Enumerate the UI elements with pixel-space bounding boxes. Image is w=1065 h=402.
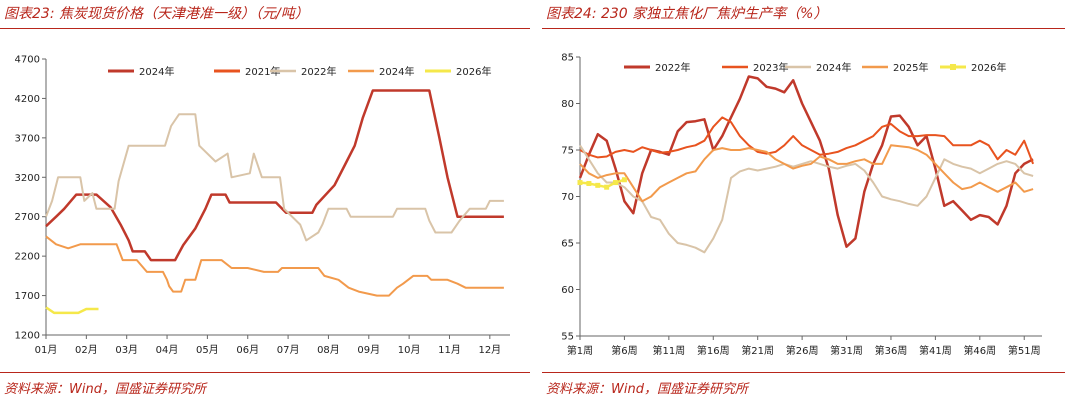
source-note: 资料来源：Wind，国盛证券研究所 [546, 382, 748, 397]
y-tick-label: 85 [561, 53, 574, 64]
y-tick-label: 4200 [15, 94, 40, 105]
y-tick-label: 55 [561, 332, 574, 343]
y-tick-label: 2200 [15, 252, 40, 263]
x-tick-label: 第6周 [611, 344, 637, 357]
x-tick-label: 12月 [478, 344, 501, 356]
x-tick-label: 第46周 [963, 344, 996, 357]
x-tick-label: 09月 [357, 344, 380, 356]
x-tick-label: 第21周 [741, 344, 774, 357]
x-tick-label: 07月 [277, 344, 300, 356]
y-tick-label: 2700 [15, 212, 40, 223]
y-tick-label: 3200 [15, 173, 40, 184]
series-line-2022年-2 [45, 113, 504, 242]
series-line-2025年-3 [579, 144, 1034, 203]
series-line-2024年-0 [45, 89, 504, 262]
x-tick-label: 01月 [35, 344, 58, 356]
y-tick-label: 1700 [15, 291, 40, 302]
x-tick-label: 06月 [236, 344, 259, 356]
legend-label: 2026年 [456, 65, 491, 78]
series-point [586, 180, 592, 186]
x-tick-label: 第26周 [786, 344, 819, 357]
x-tick-label: 10月 [398, 344, 421, 356]
y-tick-label: 3700 [15, 133, 40, 144]
source-rule [0, 372, 530, 373]
series-line-2026年-4 [45, 306, 99, 315]
title-rule [542, 28, 1065, 29]
left-chart-panel: 图表23: 焦炭现货价格（天津港准一级）（元/吨） 1200 1700 2200 27… [0, 0, 530, 402]
legend-label: 2021年 [245, 65, 280, 78]
x-tick-label: 第36周 [875, 344, 908, 357]
series-line-2024年-3 [45, 235, 504, 297]
x-tick-label: 第31周 [830, 344, 863, 357]
legend-label: 2026年 [971, 61, 1006, 74]
legend-label: 2023年 [753, 61, 788, 74]
x-tick-label: 第1周 [567, 344, 593, 357]
x-tick-label: 第11周 [652, 344, 685, 357]
chart-title: 图表24: 230 家独立焦化厂焦炉生产率（%） [546, 6, 828, 22]
legend-label: 2024年 [816, 61, 851, 74]
right-chart-panel: 图表24: 230 家独立焦化厂焦炉生产率（%） 55 60 65 70 75 80 85 第… [542, 0, 1065, 402]
legend-marker [950, 64, 956, 70]
coke-price-chart: 1200 1700 2200 2700 3200 3700 4200 4700 01月 02月 03… [15, 55, 510, 356]
x-tick-label: 05月 [196, 344, 219, 356]
x-tick-label: 04月 [156, 344, 179, 356]
x-tick-label: 第41周 [919, 344, 952, 357]
title-rule [0, 28, 530, 29]
series-point [604, 184, 610, 190]
x-tick-label: 08月 [317, 344, 340, 356]
y-tick-label: 1200 [15, 331, 40, 342]
y-tick-label: 60 [561, 285, 574, 296]
series-point [595, 182, 601, 188]
y-tick-label: 4700 [15, 55, 40, 66]
x-tick-label: 02月 [75, 344, 98, 356]
legend-label: 2022年 [655, 61, 690, 74]
source-note: 资料来源：Wind，国盛证券研究所 [4, 382, 206, 397]
series-point [613, 180, 619, 186]
series-point [577, 180, 583, 186]
series-point [621, 177, 627, 183]
series-line-2024年-2 [579, 144, 1034, 254]
coke-oven-utilization-chart: 55 60 65 70 75 80 85 第1周 第6周 第11周 第16周 第21周 第26周 第31周… [561, 53, 1042, 357]
y-tick-label: 75 [561, 146, 574, 157]
x-tick-label: 11月 [438, 344, 461, 356]
x-tick-label: 第51周 [1008, 344, 1041, 357]
y-tick-label: 80 [561, 99, 574, 110]
legend-label: 2024年 [379, 65, 414, 78]
legend-label: 2024年 [139, 65, 174, 78]
series-line-2023年-1 [579, 116, 1035, 165]
x-tick-label: 03月 [115, 344, 138, 356]
y-tick-label: 65 [561, 239, 574, 250]
legend-label: 2022年 [301, 65, 336, 78]
y-tick-label: 70 [561, 192, 574, 203]
chart-title: 图表23: 焦炭现货价格（天津港准一级）（元/吨） [4, 6, 309, 22]
legend-label: 2025年 [893, 61, 928, 74]
source-rule [542, 372, 1065, 373]
x-tick-label: 第16周 [697, 344, 730, 357]
